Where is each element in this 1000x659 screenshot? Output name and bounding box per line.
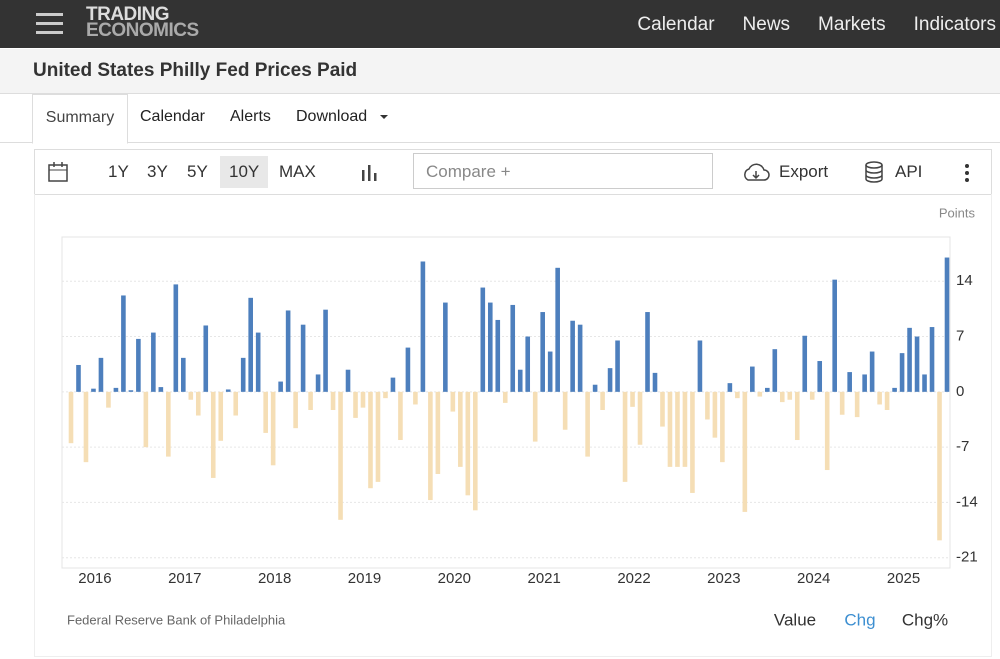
tab[interactable]: Summary (32, 94, 128, 144)
header: TRADING ECONOMICS Calendar News Markets Indi… (0, 0, 1000, 48)
nav: Calendar News Markets Indicators (609, 14, 996, 36)
api-button[interactable]: API (895, 162, 923, 181)
toolbar: 1Y 3Y 5Y 10Y MAX Compare + Export API (34, 149, 992, 195)
compare-input[interactable]: Compare + (413, 153, 713, 189)
chart-type-icon[interactable] (359, 162, 381, 184)
export-icon (744, 163, 770, 181)
menu-icon[interactable] (0, 0, 80, 48)
export-button[interactable]: Export (779, 162, 829, 181)
logo[interactable]: TRADING ECONOMICS (86, 4, 199, 41)
range-button[interactable]: 3Y (147, 162, 168, 181)
range-button[interactable]: 1Y (108, 162, 129, 181)
nav-link[interactable]: Calendar (637, 14, 715, 35)
tabs: Summary Calendar Alerts Download (0, 94, 1000, 144)
dropdown-caret (380, 115, 388, 119)
range-button[interactable]: 5Y (187, 162, 208, 181)
title-bar: United States Philly Fed Prices Paid (0, 49, 1000, 94)
tab[interactable]: Calendar (140, 108, 205, 125)
more-icon[interactable] (961, 162, 973, 184)
page-title: United States Philly Fed Prices Paid (33, 60, 358, 81)
range-button[interactable]: 10Y (220, 156, 269, 188)
api-icon (865, 161, 883, 183)
calendar-icon[interactable] (47, 161, 71, 185)
range-button[interactable]: MAX (279, 162, 316, 181)
chart-frame (34, 194, 992, 657)
tab[interactable]: Alerts (230, 108, 271, 125)
nav-link[interactable]: News (742, 14, 791, 35)
nav-link[interactable]: Indicators (913, 14, 996, 35)
logo-line: TRADING (86, 4, 170, 25)
tab[interactable]: Download (296, 108, 368, 125)
logo-line: ECONOMICS (86, 20, 199, 41)
nav-link[interactable]: Markets (818, 14, 886, 35)
